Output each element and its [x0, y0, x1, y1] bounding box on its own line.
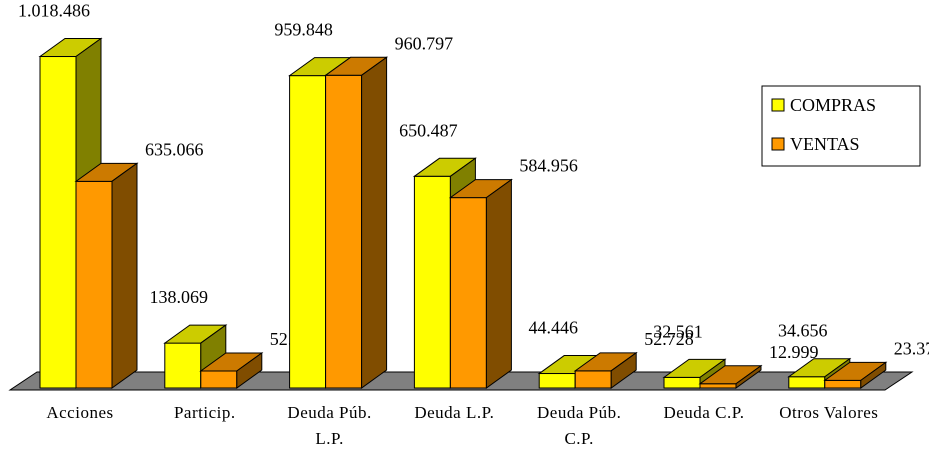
bar-side: [610, 351, 637, 389]
x-tick-label: Particip.: [173, 403, 236, 422]
value-label: 584.956: [519, 156, 578, 176]
x-tick-label: Deuda C.P.: [663, 403, 745, 422]
value-label: 959.848: [274, 20, 333, 40]
bar: [289, 75, 327, 389]
bar: [75, 180, 113, 389]
x-tick-label: Deuda Púb. C.P.: [537, 403, 622, 448]
legend-label: VENTAS: [790, 134, 860, 154]
value-label: 44.446: [528, 318, 578, 338]
bar: [164, 342, 202, 389]
x-tick-label: Deuda Púb. L.P.: [287, 403, 372, 448]
legend-swatch: [771, 98, 785, 112]
bar: [663, 376, 701, 389]
bar-side: [236, 351, 263, 389]
bar: [200, 370, 238, 389]
bar: [699, 383, 737, 389]
value-label: 960.797: [395, 33, 454, 53]
x-tick-label: Acciones: [46, 403, 114, 422]
bar: [449, 197, 487, 389]
value-label: 1.018.486: [18, 1, 90, 21]
bar: [39, 56, 77, 389]
bar: [538, 373, 576, 389]
bar: [824, 379, 862, 389]
value-label: 23.375: [894, 338, 929, 358]
bar: [574, 370, 612, 389]
bar: [325, 74, 363, 389]
value-label: 635.066: [145, 139, 204, 159]
value-label: 32.561: [653, 321, 703, 341]
legend-label: COMPRAS: [790, 95, 876, 115]
value-label: 138.069: [150, 287, 209, 307]
value-label: 12.999: [769, 342, 819, 362]
value-label: 52.728: [644, 329, 694, 349]
bar-side: [485, 178, 512, 389]
bar-side: [111, 162, 138, 389]
bar-side: [361, 56, 388, 389]
bar: [413, 175, 451, 389]
value-label: 650.487: [399, 120, 458, 140]
bar-side: [860, 361, 887, 389]
legend-box: [761, 85, 921, 167]
bar-side: [735, 364, 762, 389]
x-tick-label: Otros Valores: [779, 403, 879, 422]
x-tick-label: Deuda L.P.: [414, 403, 495, 422]
value-label: 34.656: [778, 321, 828, 341]
legend-swatch: [771, 137, 785, 151]
bar: [788, 376, 826, 389]
